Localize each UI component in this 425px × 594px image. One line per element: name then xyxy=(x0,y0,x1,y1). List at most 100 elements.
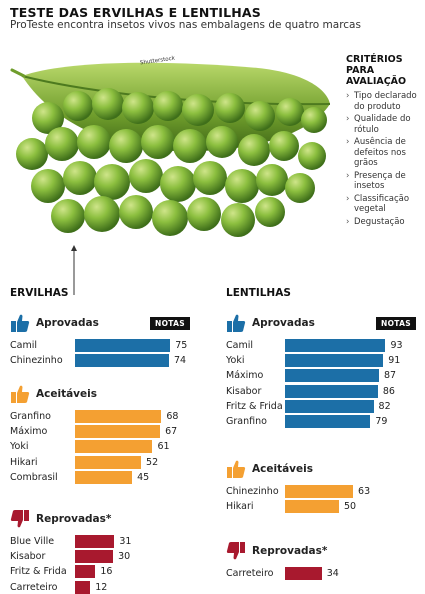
pea xyxy=(245,101,275,131)
bar-row: Camil 93 xyxy=(226,339,425,352)
bar-row: Carreteiro 12 xyxy=(10,580,210,594)
pea xyxy=(63,161,97,195)
pea xyxy=(63,91,93,121)
pea xyxy=(301,107,327,133)
pea xyxy=(94,164,130,200)
bar-row: Yoki 91 xyxy=(226,354,425,368)
criteria-list: Tipo declarado do produtoQualidade do ró… xyxy=(346,91,424,227)
pea xyxy=(276,98,304,126)
pea xyxy=(285,173,315,203)
category-header: Reprovadas* xyxy=(226,540,327,562)
bar-value: 75 xyxy=(175,340,188,351)
pea xyxy=(119,195,153,229)
pea xyxy=(206,126,238,158)
pea xyxy=(160,166,196,202)
thumbs-up-icon xyxy=(11,385,30,403)
bar-label: Camil xyxy=(226,340,253,351)
category-label: Reprovadas* xyxy=(36,513,112,525)
bar xyxy=(285,567,322,580)
thumbs-up-icon xyxy=(227,460,246,478)
bar-row: Máximo 67 xyxy=(10,425,210,439)
bar-label: Kisabor xyxy=(10,551,46,563)
bar-value: 87 xyxy=(383,370,397,382)
bar-value: 67 xyxy=(165,426,178,438)
bar-row: Chinezinho 63 xyxy=(226,485,425,498)
bar-value: 34 xyxy=(326,568,339,579)
category-label: Aprovadas xyxy=(252,317,315,329)
category-label: Aprovadas xyxy=(36,317,99,329)
pea xyxy=(84,196,120,232)
bar-row: Granfino 68 xyxy=(10,410,210,423)
bar-value: 61 xyxy=(157,441,170,453)
bar-value: 52 xyxy=(146,456,159,468)
bar xyxy=(285,485,354,498)
criteria-item: Degustação xyxy=(346,217,424,228)
bar-value: 86 xyxy=(382,385,395,397)
bar xyxy=(285,399,374,413)
pea xyxy=(193,161,227,195)
pea xyxy=(32,102,64,134)
bar-label: Máximo xyxy=(10,426,48,438)
bar xyxy=(75,580,91,594)
pea xyxy=(256,164,288,196)
criteria-item: Ausência de defeitos nos grãos xyxy=(346,137,424,169)
page-subtitle: ProTeste encontra insetos vivos nas emba… xyxy=(10,19,361,31)
pea xyxy=(255,197,285,227)
pea xyxy=(269,131,299,161)
criteria-item: Classificação vegetal xyxy=(346,194,424,215)
bar xyxy=(75,550,114,564)
bar-row: Yoki 61 xyxy=(10,440,210,454)
bar-value: 82 xyxy=(378,400,391,412)
bar xyxy=(75,440,153,454)
bar xyxy=(75,455,142,469)
pea xyxy=(109,129,143,163)
bar xyxy=(75,470,133,484)
pea xyxy=(298,142,326,170)
bar xyxy=(75,354,169,368)
bar xyxy=(285,369,379,383)
bar xyxy=(75,565,96,579)
bar xyxy=(285,415,371,428)
bar-label: Hikari xyxy=(10,456,38,468)
bar-row: Carreteiro 34 xyxy=(226,567,425,580)
page-title: TESTE DAS ERVILHAS E LENTILHAS xyxy=(10,5,261,20)
bar-row: Kisabor 86 xyxy=(226,384,425,398)
thumbs-up-icon xyxy=(227,314,246,332)
bar xyxy=(285,354,384,368)
chart-title: ERVILHAS xyxy=(10,287,69,299)
bar-row: Hikari 50 xyxy=(226,500,425,514)
bar-value: 16 xyxy=(100,566,113,578)
bar-label: Blue Ville xyxy=(10,536,55,547)
bar-row: Chinezinho 74 xyxy=(10,354,210,368)
bar-row: Máximo 87 xyxy=(226,369,425,383)
bar-label: Camil xyxy=(10,340,37,351)
bar-row: Granfino 79 xyxy=(226,415,425,428)
bar-label: Yoki xyxy=(10,441,29,453)
thumbs-up-icon xyxy=(11,314,30,332)
category-label: Aceitáveis xyxy=(252,463,313,475)
criteria-item: Presença de insetos xyxy=(346,171,424,192)
bar-row: Kisabor 30 xyxy=(10,550,210,564)
category-header: Reprovadas* xyxy=(10,508,111,530)
bar-value: 68 xyxy=(166,411,179,422)
pea xyxy=(45,127,79,161)
criteria-panel: CRITÉRIOS PARA AVALIAÇÃO Tipo declarado … xyxy=(346,54,424,229)
pea xyxy=(187,197,221,231)
bar-row: Blue Ville 31 xyxy=(10,535,210,548)
pea xyxy=(238,134,270,166)
pea xyxy=(221,203,255,237)
chart-title: LENTILHAS xyxy=(226,287,291,299)
pea xyxy=(153,91,183,121)
pea xyxy=(152,200,188,236)
pea xyxy=(225,169,259,203)
bar-label: Hikari xyxy=(226,501,254,513)
pea xyxy=(141,125,175,159)
bar xyxy=(285,384,378,398)
bar-value: 50 xyxy=(344,501,357,513)
bar xyxy=(75,339,171,352)
bar-value: 63 xyxy=(358,486,371,497)
pea xyxy=(51,199,85,233)
bar xyxy=(75,410,162,423)
bar-value: 30 xyxy=(118,551,131,563)
bar-label: Granfino xyxy=(226,416,267,427)
